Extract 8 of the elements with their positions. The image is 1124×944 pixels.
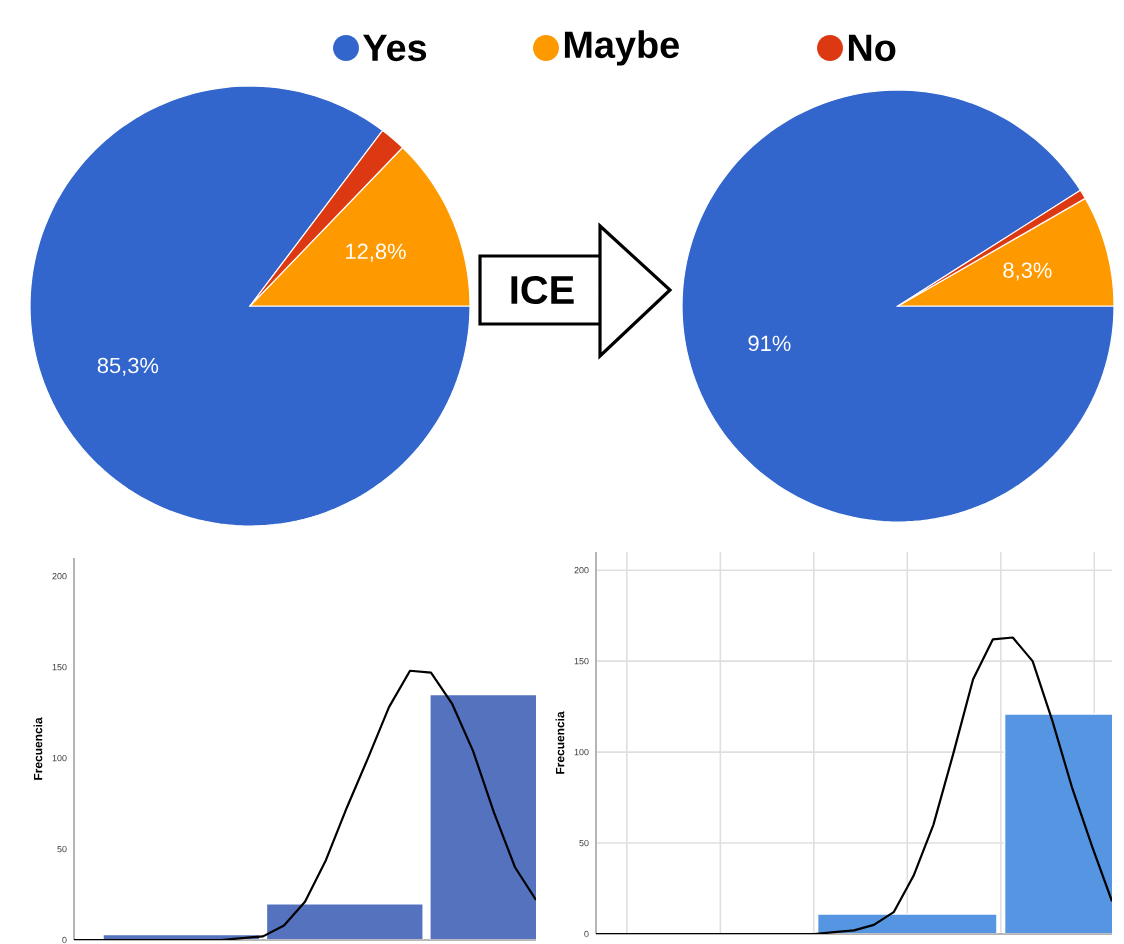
- data-label: 91%: [748, 335, 791, 352]
- data-label: 8,3%: [1003, 262, 1052, 281]
- text: ICE: [511, 275, 574, 305]
- legend-label: Maybe: [564, 30, 679, 66]
- legend-label: No: [848, 34, 896, 62]
- legend-label: Yes: [363, 34, 427, 62]
- data-label: 85,3%: [97, 357, 159, 376]
- data-label: 12,8%: [346, 243, 406, 262]
